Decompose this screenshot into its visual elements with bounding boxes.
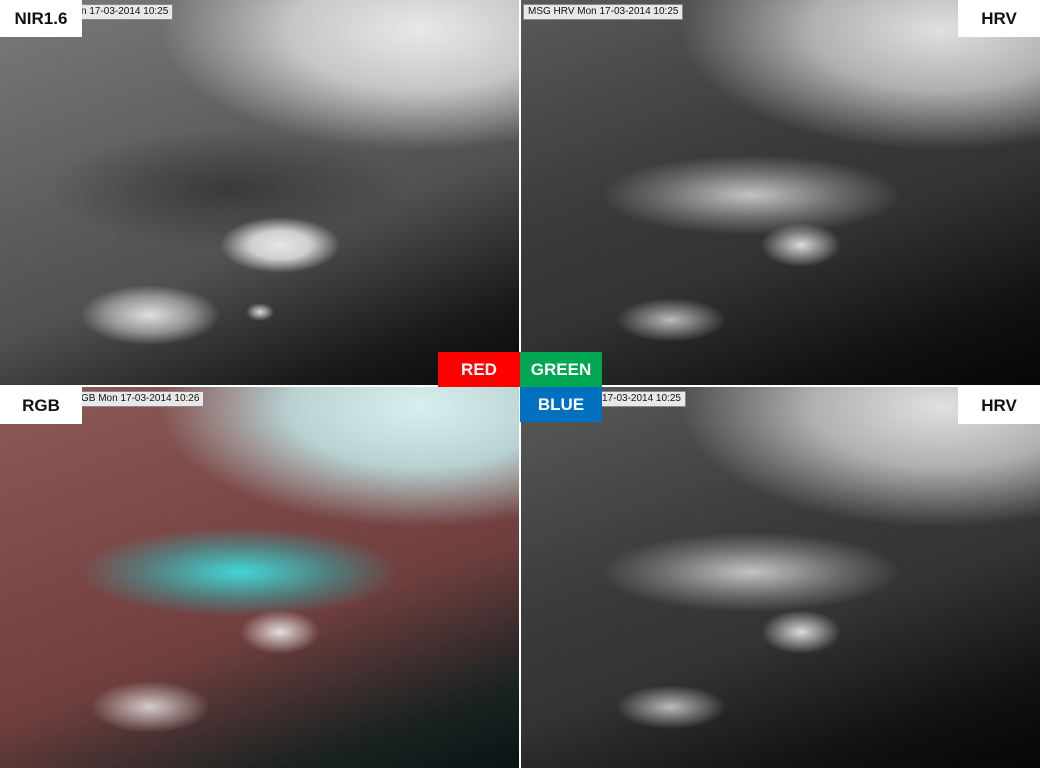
hrv-satellite-image-top: MSG HRV Mon 17-03-2014 10:25	[521, 0, 1040, 385]
channel-red-chip: RED	[438, 352, 520, 387]
image-timestamp: GB Mon 17-03-2014 10:26	[76, 391, 205, 407]
panel-label-rgb: RGB	[0, 387, 82, 424]
channel-blue-chip: BLUE	[520, 387, 602, 422]
panel-label-hrv-top: HRV	[958, 0, 1040, 37]
panel-label-nir16: NIR1.6	[0, 0, 82, 37]
image-timestamp: MSG HRV Mon 17-03-2014 10:25	[523, 4, 684, 20]
image-timestamp: n 17-03-2014 10:25	[76, 4, 174, 20]
panel-label-hrv-bottom: HRV	[958, 387, 1040, 424]
channel-green-chip: GREEN	[520, 352, 602, 387]
hrv-satellite-image-bottom: 17-03-2014 10:25	[521, 387, 1040, 768]
rgb-composite-image: GB Mon 17-03-2014 10:26	[0, 387, 519, 768]
image-timestamp: 17-03-2014 10:25	[597, 391, 686, 407]
nir16-satellite-image: n 17-03-2014 10:25	[0, 0, 519, 385]
